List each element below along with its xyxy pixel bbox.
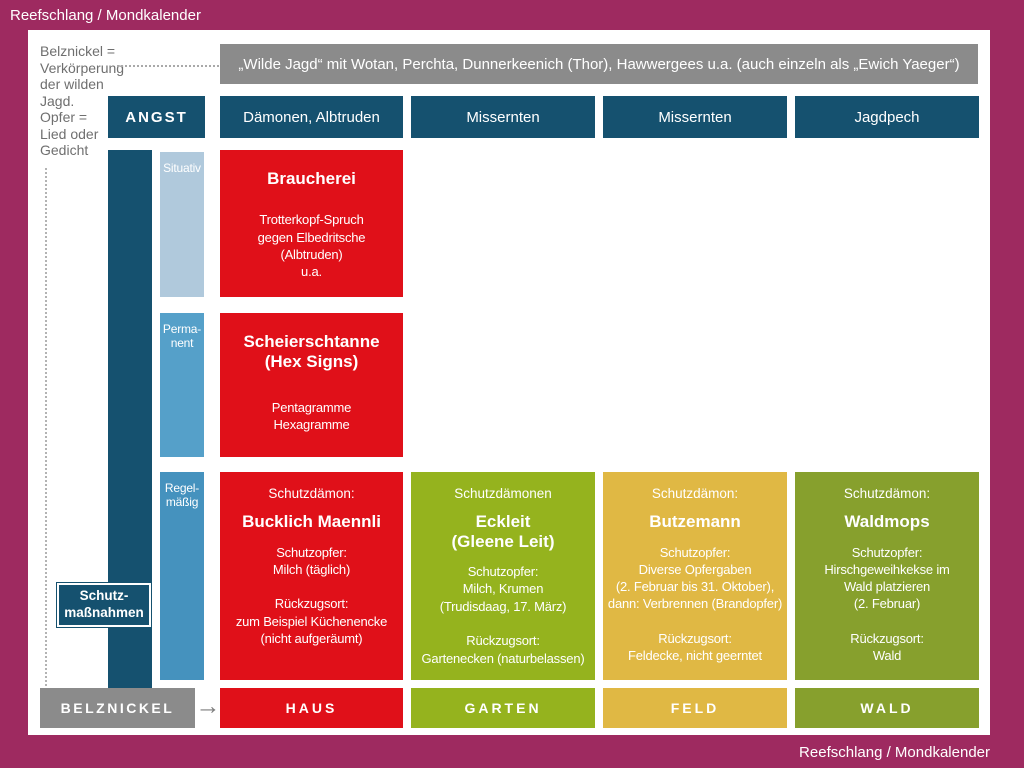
scheierschtanne-title: Scheierschtanne (Hex Signs): [243, 332, 380, 372]
diagram-canvas: Belznickel = Verkörperung der wilden Jag…: [28, 30, 990, 735]
protection-box-garten: Schutzdämonen Eckleit (Gleene Leit) Schu…: [411, 472, 595, 680]
arrow-right-icon: →: [195, 691, 221, 720]
protection-demon-name: Butzemann: [649, 512, 741, 531]
braucherei-title: Braucherei: [267, 169, 356, 188]
place-haus: HAUS: [220, 688, 403, 728]
protection-demon-name: Eckleit (Gleene Leit): [451, 512, 555, 551]
belznickel-box: BELZNICKEL: [40, 688, 195, 728]
protection-demon-label: Schutzdämon:: [268, 486, 355, 501]
dotted-connector-vertical: [45, 168, 47, 698]
protection-demon-label: Schutzdämonen: [454, 486, 552, 501]
row-label-situativ: Situativ: [160, 152, 204, 297]
protection-demon-name: Bucklich Maennli: [242, 512, 381, 531]
row-label-regelmaessig: Regel- mäßig: [160, 472, 204, 680]
corner-label-bottom: Reefschlang / Mondkalender: [799, 744, 990, 761]
protection-details: Schutzopfer: Diverse Opfergaben (2. Febr…: [607, 544, 783, 664]
corner-label-top: Reefschlang / Mondkalender: [10, 7, 201, 24]
braucherei-body: Trotterkopf-Spruch gegen Elbedritsche (A…: [257, 212, 366, 280]
protection-box-wald: Schutzdämon: Waldmops Schutzopfer: Hirsc…: [795, 472, 979, 680]
place-feld: FELD: [603, 688, 787, 728]
scheierschtanne-body: Pentagramme Hexagramme: [271, 399, 352, 433]
protection-details: Schutzopfer: Hirschgeweihkekse im Wald p…: [824, 544, 950, 664]
threat-header-jagdpech: Jagdpech: [795, 96, 979, 138]
row-label-permanent: Perma- nent: [160, 313, 204, 457]
threat-header-daemonen: Dämonen, Albtruden: [220, 96, 403, 138]
threat-header-missernten-1: Missernten: [411, 96, 595, 138]
protection-details: Schutzopfer: Milch, Krumen (Trudisdaag, …: [421, 564, 585, 666]
wild-hunt-banner: „Wilde Jagd“ mit Wotan, Perchta, Dunnerk…: [220, 44, 978, 84]
angst-box: ANGST: [108, 96, 205, 138]
belznickel-side-note: Belznickel = Verkörperung der wilden Jag…: [40, 43, 125, 158]
protection-demon-label: Schutzdämon:: [651, 486, 739, 501]
protection-details: Schutzopfer: Milch (täglich) Rückzugsort…: [235, 544, 388, 646]
scheierschtanne-box: Scheierschtanne (Hex Signs) Pentagramme …: [220, 313, 403, 457]
schutzmassnahmen-label: Schutz- maßnahmen: [57, 583, 151, 627]
place-wald: WALD: [795, 688, 979, 728]
protection-demon-name: Waldmops: [844, 512, 930, 531]
place-garten: GARTEN: [411, 688, 595, 728]
protection-box-feld: Schutzdämon: Butzemann Schutzopfer: Dive…: [603, 472, 787, 680]
braucherei-box: Braucherei Trotterkopf-Spruch gegen Elbe…: [220, 150, 403, 297]
protection-demon-label: Schutzdämon:: [843, 486, 931, 501]
dotted-connector-horizontal: [117, 65, 219, 67]
threat-header-missernten-2: Missernten: [603, 96, 787, 138]
protection-box-haus: Schutzdämon: Bucklich Maennli Schutzopfe…: [220, 472, 403, 680]
